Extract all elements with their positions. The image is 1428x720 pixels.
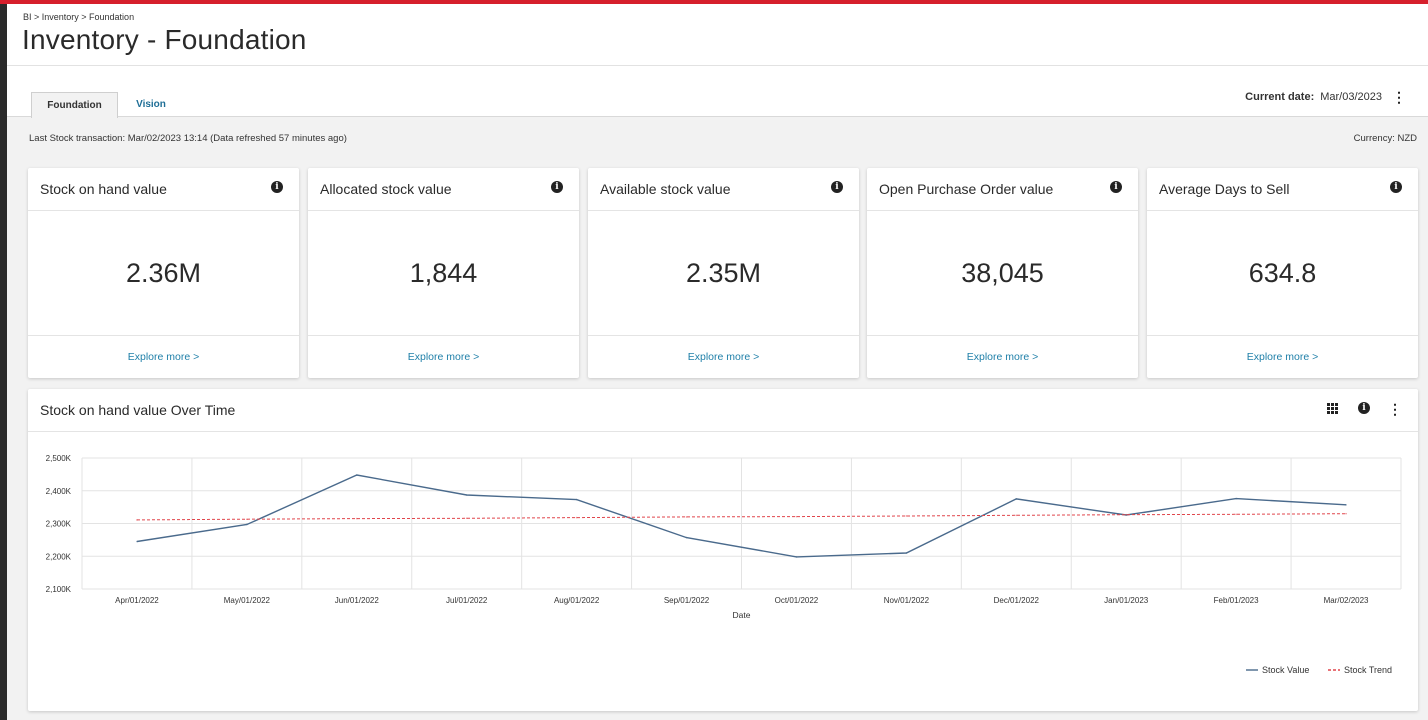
current-date-label: Current date: xyxy=(1245,91,1315,103)
y-tick-label: 2,100K xyxy=(46,585,72,594)
x-tick-label: Jan/01/2023 xyxy=(1104,596,1149,605)
series-line-stock-value xyxy=(136,474,1347,558)
data-point xyxy=(1015,498,1018,500)
breadcrumb[interactable]: BI > Inventory > Foundation xyxy=(23,12,135,22)
chart-card: Stock on hand value Over Time i ⋮ 2,100K… xyxy=(28,389,1418,711)
x-axis-label: Date xyxy=(733,610,751,620)
chart-card-header: Stock on hand value Over Time i ⋮ xyxy=(28,389,1418,432)
kpi-title: Allocated stock value xyxy=(320,181,452,197)
y-tick-label: 2,400K xyxy=(46,487,72,496)
page-title: Inventory - Foundation xyxy=(22,24,307,55)
data-point xyxy=(136,519,138,521)
kpi-card-open-purchase-order: Open Purchase Order value i 38,045 Explo… xyxy=(867,168,1138,378)
kpi-card-header: Available stock value i xyxy=(588,168,859,211)
kpi-title: Open Purchase Order value xyxy=(879,181,1054,197)
info-icon[interactable]: i xyxy=(271,181,283,193)
y-tick-label: 2,300K xyxy=(46,520,72,529)
tab-foundation[interactable]: Foundation xyxy=(31,92,118,118)
legend-label: Stock Trend xyxy=(1344,665,1392,675)
info-icon[interactable]: i xyxy=(1358,402,1370,414)
x-tick-label: Sep/01/2022 xyxy=(664,596,710,605)
info-icon[interactable]: i xyxy=(1110,181,1122,193)
currency-text: Currency: NZD xyxy=(1353,133,1417,144)
info-icon[interactable]: i xyxy=(551,181,563,193)
kpi-card-header: Open Purchase Order value i xyxy=(867,168,1138,211)
data-point xyxy=(465,517,468,520)
kpi-card-header: Stock on hand value i xyxy=(28,168,299,211)
info-icon[interactable]: i xyxy=(831,181,843,193)
data-point xyxy=(1235,497,1237,500)
x-tick-label: Mar/02/2023 xyxy=(1324,596,1369,605)
data-point xyxy=(136,540,138,543)
kpi-title: Average Days to Sell xyxy=(1159,181,1290,197)
data-point xyxy=(1345,504,1347,506)
data-point xyxy=(685,516,688,518)
last-transaction-text: Last Stock transaction: Mar/02/2023 13:1… xyxy=(29,133,347,144)
data-point xyxy=(685,536,688,539)
app-frame-edge xyxy=(0,0,7,720)
data-point xyxy=(465,494,468,496)
x-tick-label: Apr/01/2022 xyxy=(115,596,159,605)
brand-accent-bar xyxy=(0,0,1428,4)
data-point xyxy=(1235,513,1237,516)
tab-bar: Foundation Vision Current date: Mar/03/20… xyxy=(7,66,1428,118)
line-chart: 2,100K 2,200K 2,300K 2,400K 2,500K Apr/01/202… xyxy=(46,454,1402,675)
data-point xyxy=(355,474,358,476)
data-point xyxy=(905,515,908,517)
explore-more-link[interactable]: Explore more > xyxy=(127,351,200,363)
kpi-card-header: Average Days to Sell i xyxy=(1147,168,1418,211)
kpi-title: Stock on hand value xyxy=(40,181,167,197)
kpi-card-header: Allocated stock value i xyxy=(308,168,579,211)
x-tick-label: Nov/01/2022 xyxy=(884,596,930,605)
kpi-value: 1,844 xyxy=(308,211,579,336)
kpi-title: Available stock value xyxy=(600,181,731,197)
current-date-value[interactable]: Mar/03/2023 xyxy=(1320,91,1382,103)
kpi-value: 2.35M xyxy=(588,211,859,336)
explore-more-link[interactable]: Explore more > xyxy=(687,351,760,363)
current-date: Current date: Mar/03/2023 xyxy=(1245,91,1382,103)
explore-more-link[interactable]: Explore more > xyxy=(966,351,1039,363)
x-tick-label: Jul/01/2022 xyxy=(446,596,488,605)
data-point xyxy=(795,515,798,518)
info-icon[interactable]: i xyxy=(1390,181,1402,193)
x-tick-label: Jun/01/2022 xyxy=(335,596,380,605)
kpi-value: 2.36M xyxy=(28,211,299,336)
data-point xyxy=(246,518,248,521)
y-tick-label: 2,200K xyxy=(46,552,72,561)
data-point xyxy=(246,523,248,526)
data-point xyxy=(1015,514,1018,517)
kpi-card-average-days-to-sell: Average Days to Sell i 634.8 Explore mor… xyxy=(1147,168,1418,378)
kpi-card-available-stock: Available stock value i 2.35M Explore mo… xyxy=(588,168,859,378)
data-point xyxy=(795,556,798,558)
data-point xyxy=(905,552,908,554)
kpi-card-stock-on-hand: Stock on hand value i 2.36M Explore more… xyxy=(28,168,299,378)
page-header: BI > Inventory > Foundation Inventory - … xyxy=(7,4,1428,66)
series-line-stock-trend xyxy=(136,513,1347,521)
chart-title: Stock on hand value Over Time xyxy=(40,402,236,418)
legend-label: Stock Value xyxy=(1262,665,1309,675)
kpi-value: 634.8 xyxy=(1147,211,1418,336)
data-point xyxy=(575,516,578,519)
x-tick-label: Aug/01/2022 xyxy=(554,596,600,605)
explore-more-link[interactable]: Explore more > xyxy=(407,351,480,363)
kpi-value: 38,045 xyxy=(867,211,1138,336)
kebab-menu-icon[interactable]: ⋮ xyxy=(1392,89,1406,105)
kpi-card-allocated-stock: Allocated stock value i 1,844 Explore mo… xyxy=(308,168,579,378)
tab-vision[interactable]: Vision xyxy=(136,99,166,110)
explore-more-link[interactable]: Explore more > xyxy=(1246,351,1319,363)
data-point xyxy=(1345,512,1347,515)
x-tick-label: Oct/01/2022 xyxy=(775,596,819,605)
x-tick-label: Feb/01/2023 xyxy=(1214,596,1259,605)
x-tick-label: May/01/2022 xyxy=(224,596,271,605)
grid-icon[interactable] xyxy=(1327,403,1338,414)
kebab-menu-icon[interactable]: ⋮ xyxy=(1388,401,1402,417)
data-point xyxy=(1125,513,1128,516)
data-point xyxy=(355,517,358,520)
y-tick-label: 2,500K xyxy=(46,454,72,463)
x-tick-label: Dec/01/2022 xyxy=(994,596,1040,605)
data-point xyxy=(575,498,578,501)
